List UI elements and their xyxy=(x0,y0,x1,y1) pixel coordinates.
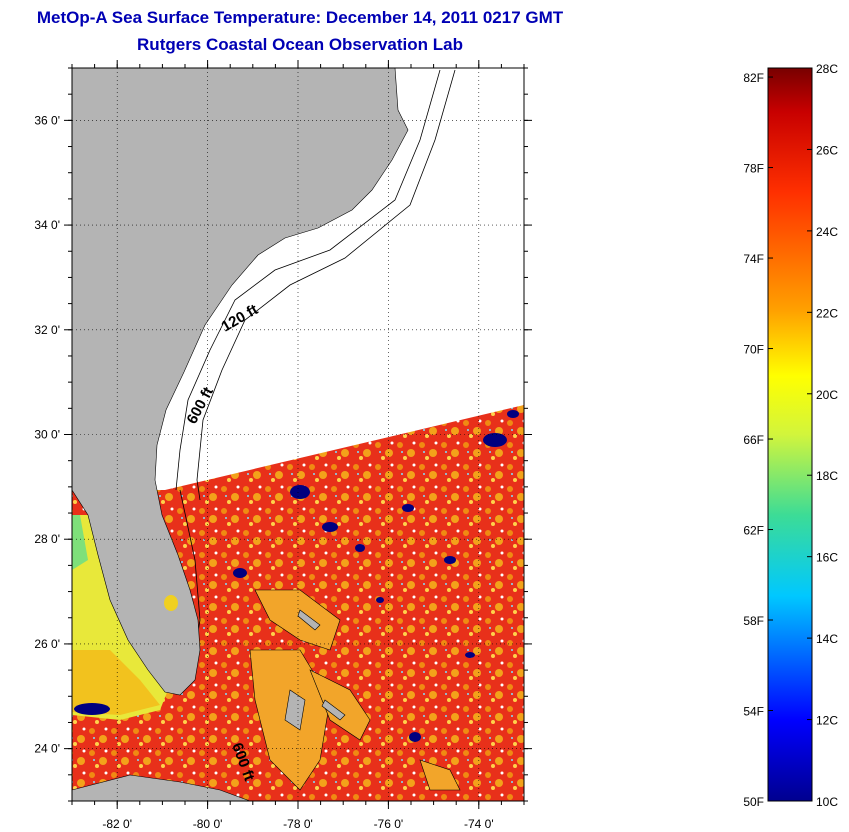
colorbar xyxy=(767,67,813,802)
colorbar-fahrenheit-label: 70F xyxy=(743,343,764,357)
map-area xyxy=(72,68,524,801)
colorbar-celsius-label: 10C xyxy=(816,795,838,809)
lat-tick-label: 26 0' xyxy=(34,637,60,651)
lat-tick-label: 36 0' xyxy=(34,113,60,127)
lat-tick-label: 28 0' xyxy=(34,532,60,546)
cloud-cover xyxy=(74,410,519,742)
lon-tick-label: -80 0' xyxy=(193,817,223,831)
map-subtitle: Rutgers Coastal Ocean Observation Lab xyxy=(137,35,463,54)
colorbar-celsius-label: 18C xyxy=(816,469,838,483)
lat-tick-label: 30 0' xyxy=(34,428,60,442)
colorbar-ticks: 28C 26C 24C 22C 20C 18C 16C 14C 12C 10C 82F 78F 74F 7… xyxy=(743,62,838,809)
colorbar-fahrenheit-label: 82F xyxy=(743,71,764,85)
lon-tick-label: -76 0' xyxy=(374,817,404,831)
map-axes: 36 0' 34 0' 32 0' 30 0' 28 0' 26 0' 24 0' -82 0… xyxy=(34,60,532,831)
colorbar-celsius-label: 14C xyxy=(816,632,838,646)
lon-tick-label: -82 0' xyxy=(102,817,132,831)
lat-tick-label: 24 0' xyxy=(34,742,60,756)
land-mass xyxy=(72,68,409,696)
colorbar-fahrenheit-label: 58F xyxy=(743,614,764,628)
colorbar-fahrenheit-label: 78F xyxy=(743,162,764,176)
colorbar-fahrenheit-label: 50F xyxy=(743,795,764,809)
colorbar-celsius-label: 26C xyxy=(816,143,838,157)
lon-tick-label: -78 0' xyxy=(283,817,313,831)
colorbar-celsius-label: 16C xyxy=(816,551,838,565)
map-title: MetOp-A Sea Surface Temperature: Decembe… xyxy=(36,8,564,27)
lake-okeechobee xyxy=(164,595,178,611)
colorbar-celsius-label: 20C xyxy=(816,388,838,402)
colorbar-celsius-label: 22C xyxy=(816,306,838,320)
colorbar-fahrenheit-label: 66F xyxy=(743,433,764,447)
colorbar-fahrenheit-label: 74F xyxy=(743,252,764,266)
colorbar-celsius-label: 28C xyxy=(816,62,838,76)
lat-tick-label: 32 0' xyxy=(34,323,60,337)
lat-tick-label: 34 0' xyxy=(34,218,60,232)
colorbar-celsius-label: 12C xyxy=(816,714,838,728)
lon-tick-label: -74 0' xyxy=(464,817,494,831)
map-gridlines xyxy=(72,68,524,801)
colorbar-fahrenheit-label: 54F xyxy=(743,705,764,719)
bahamas-islands xyxy=(284,609,346,731)
colorbar-fahrenheit-label: 62F xyxy=(743,524,764,538)
cuba-land xyxy=(72,774,251,801)
colorbar-celsius-label: 24C xyxy=(816,225,838,239)
